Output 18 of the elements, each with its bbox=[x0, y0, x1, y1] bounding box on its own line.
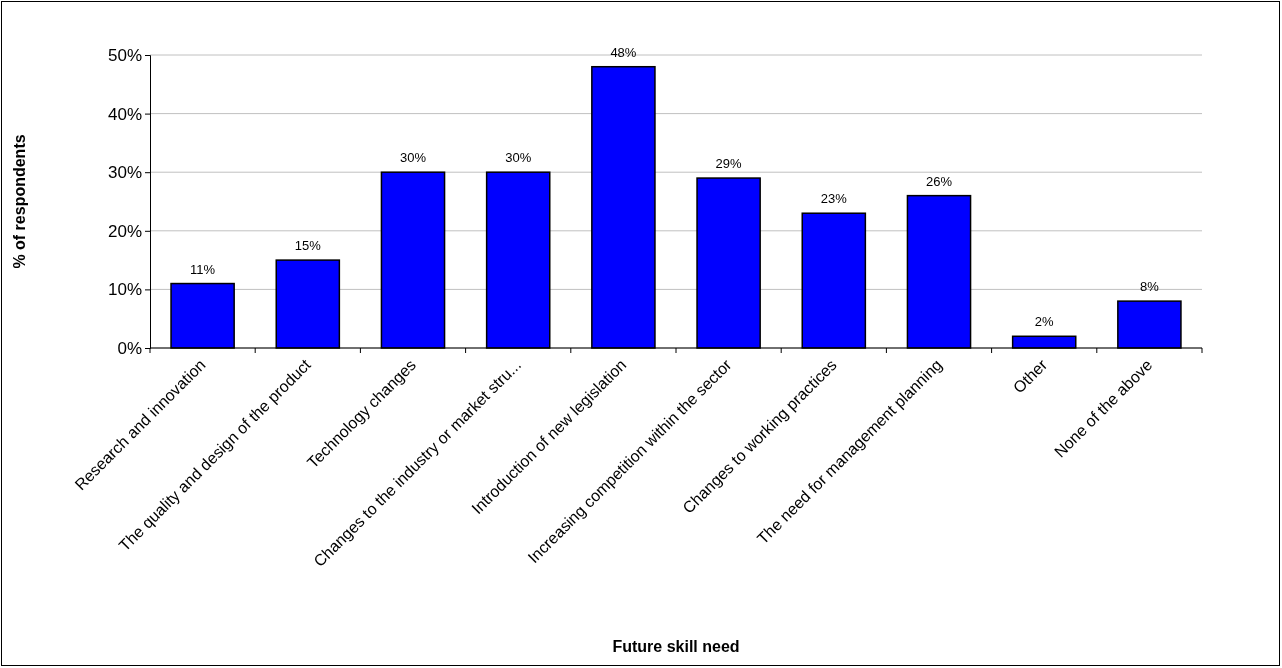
data-label: 26% bbox=[925, 173, 953, 189]
x-axis-title: Future skill need bbox=[612, 638, 740, 655]
y-tick-label: 0% bbox=[117, 338, 142, 358]
data-label: 30% bbox=[399, 150, 427, 166]
y-tick-label: 40% bbox=[107, 104, 142, 124]
data-label: 23% bbox=[820, 191, 848, 207]
data-label: 15% bbox=[294, 238, 322, 254]
y-tick-label: 20% bbox=[107, 221, 142, 241]
y-tick-label: 10% bbox=[107, 280, 142, 300]
y-tick-label: 30% bbox=[107, 163, 142, 183]
y-axis-title: % of respondents bbox=[11, 134, 28, 269]
data-label: 48% bbox=[610, 44, 637, 60]
data-label: 8% bbox=[1140, 279, 1160, 295]
data-label: 11% bbox=[190, 261, 216, 277]
data-label: 30% bbox=[505, 150, 532, 166]
data-label: 2% bbox=[1034, 314, 1055, 330]
y-tick-label: 50% bbox=[107, 45, 142, 65]
data-label: 29% bbox=[715, 156, 743, 172]
